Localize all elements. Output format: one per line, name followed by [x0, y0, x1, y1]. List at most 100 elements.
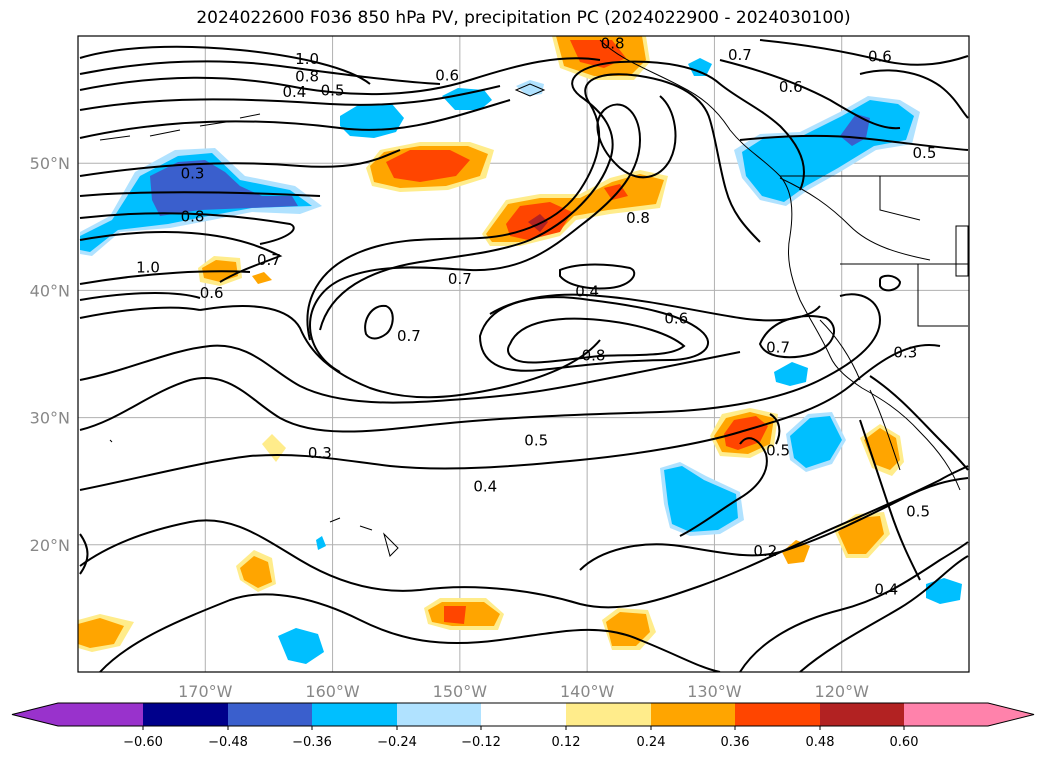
colorbar-tick-label: −0.24	[377, 735, 417, 750]
chart-title: 2024022600 F036 850 hPa PV, precipitatio…	[196, 8, 851, 28]
lat-tick-label: 20°N	[30, 536, 70, 555]
contour-label: 0.5	[321, 82, 345, 100]
pv-contour-line	[679, 437, 768, 537]
pv-contour-line	[739, 134, 969, 151]
pv-contour-line	[739, 541, 969, 672]
neg-anomaly-patch	[278, 628, 324, 664]
neg-anomaly-patch	[774, 362, 808, 386]
contour-label: 0.7	[257, 251, 281, 269]
neg-anomaly-patch	[442, 88, 492, 110]
contour-label: 0.7	[728, 46, 752, 64]
colorbar-segment	[312, 703, 397, 726]
pv-contour-line	[79, 533, 89, 575]
contour-label: 0.8	[601, 35, 625, 53]
pos-anomaly-patch	[782, 540, 810, 564]
pv-contour-line	[364, 304, 394, 340]
contour-label: 0.7	[766, 339, 790, 357]
colorbar-tick-label: −0.48	[208, 735, 248, 750]
pos-anomaly-patch	[444, 606, 466, 624]
contour-label: 0.8	[626, 209, 650, 227]
colorbar-segment	[58, 703, 143, 726]
neg-anomaly-patch	[664, 466, 738, 532]
colorbar-tick-label: −0.36	[292, 735, 332, 750]
lon-tick-labels: 170°W 160°W 150°W 140°W 130°W 120°W	[178, 682, 869, 701]
contour-label: 0.6	[868, 47, 892, 65]
pv-contour-line	[79, 149, 401, 177]
pv-contour-line	[306, 73, 761, 341]
pv-contour-line	[579, 477, 969, 571]
contour-label: 1.0	[295, 50, 319, 68]
contour-label: 0.8	[582, 346, 606, 364]
colorbar-segment	[820, 703, 904, 726]
lat-tick-label: 30°N	[30, 409, 70, 428]
coast-islands	[99, 83, 546, 557]
contour-label: 0.3	[181, 164, 205, 182]
contour-label: 0.6	[664, 309, 688, 327]
colorbar-segment	[904, 703, 988, 726]
pos-anomaly-patch	[252, 272, 272, 284]
contour-label: 0.4	[282, 83, 306, 101]
colorbar-outline	[11, 702, 1035, 727]
contour-label: 0.4	[473, 477, 497, 495]
pv-contour-line	[79, 212, 295, 245]
contour-label: 0.7	[397, 327, 421, 345]
pv-contour-line	[79, 293, 882, 433]
north-america-coastline	[599, 39, 961, 491]
pv-contour-line	[859, 69, 969, 119]
contour-label: 0.6	[200, 284, 224, 302]
pv-contour-line	[879, 274, 902, 292]
lon-tick-label: 130°W	[687, 682, 742, 701]
pv-contour-line	[79, 292, 201, 301]
pv-contour-line	[758, 315, 836, 359]
pv-contour-line	[79, 465, 969, 609]
neg-anomaly-patch	[790, 416, 842, 468]
pv-contour-line	[309, 95, 677, 373]
lon-tick-label: 120°W	[815, 682, 870, 701]
pv-contour-line	[79, 306, 201, 319]
contour-label: 1.0	[136, 259, 160, 277]
lon-tick-label: 150°W	[433, 682, 488, 701]
colorbar-segment	[228, 703, 312, 726]
pv-contour-line	[869, 375, 969, 471]
contour-label: 0.8	[295, 68, 319, 86]
lon-tick-label: 140°W	[560, 682, 615, 701]
pv-contour-line	[79, 270, 251, 285]
lon-tick-label: 170°W	[178, 682, 233, 701]
contour-label: 0.5	[906, 503, 930, 521]
pos-anomaly-patch	[528, 214, 548, 232]
pv-contour-line	[478, 296, 709, 372]
pv-contours	[79, 39, 969, 672]
colorbar-tick-label: 0.36	[721, 735, 750, 750]
colorbar-tick-label: −0.60	[123, 735, 163, 750]
pv-contour-line	[79, 60, 441, 85]
pv-contour-line	[79, 85, 501, 111]
neg-anomaly-patch	[688, 58, 712, 76]
pv-contour-line	[769, 413, 781, 445]
pv-contour-line	[79, 45, 371, 85]
pv-contour-line	[79, 57, 601, 96]
pos-anomaly-patch	[240, 556, 272, 588]
pv-contour-line	[859, 419, 921, 581]
pv-contour-line	[719, 59, 901, 130]
pv-contour-line	[99, 593, 721, 672]
neg-anomaly-patch	[516, 80, 544, 96]
contour-label: 0.4	[874, 580, 898, 598]
lon-tick-label: 160°W	[305, 682, 360, 701]
colorbar-segment	[397, 703, 481, 726]
coastlines	[99, 39, 969, 557]
colorbar-tick-label: 0.24	[637, 735, 666, 750]
contour-label: 0.3	[893, 344, 917, 362]
colorbar-tick-label: 0.48	[806, 735, 835, 750]
pv-contour-line	[799, 555, 969, 672]
contour-label: 0.7	[448, 270, 472, 288]
pos-anomaly-patch	[78, 618, 124, 648]
pv-contour-line	[79, 99, 511, 139]
political-borders	[779, 175, 969, 327]
contour-label: 0.6	[435, 66, 459, 84]
neg-anomaly-patch	[150, 160, 298, 216]
pv-contour-line	[79, 231, 283, 283]
contour-label: 0.2	[753, 542, 777, 560]
colorbar-segment	[735, 703, 820, 726]
lat-tick-label: 40°N	[30, 281, 70, 300]
